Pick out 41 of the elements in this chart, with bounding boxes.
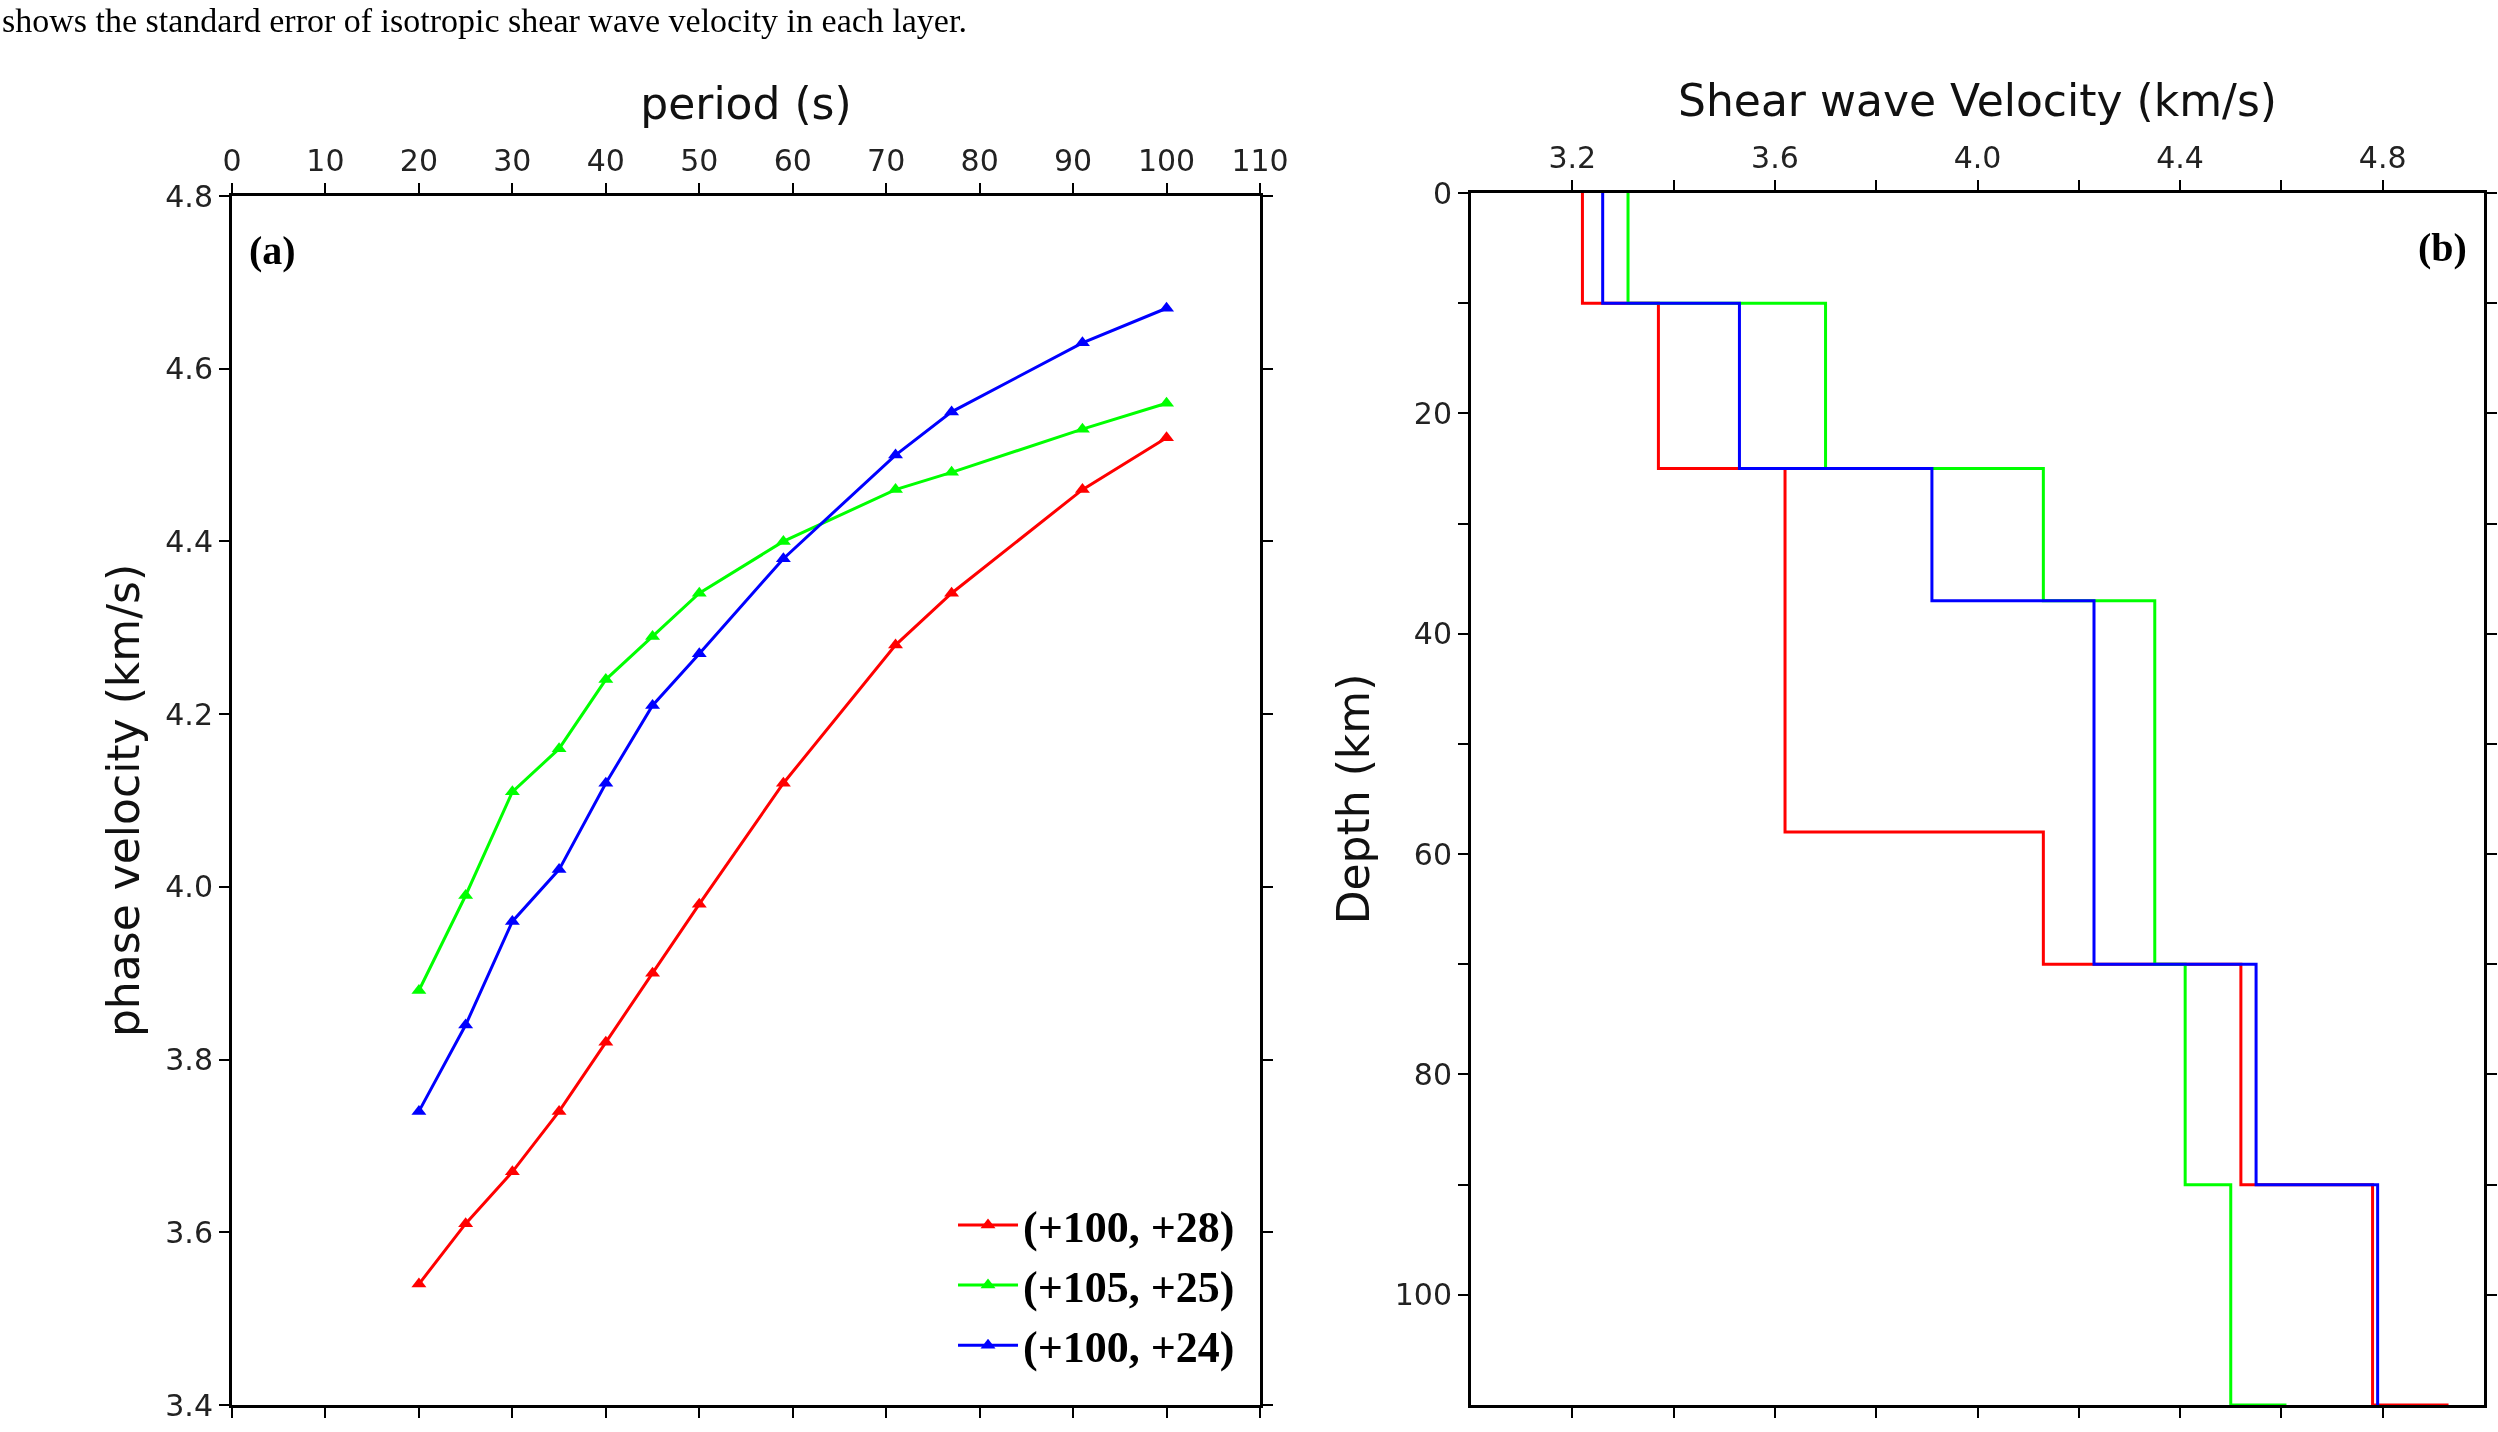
x-tick-label: 60 bbox=[773, 143, 812, 178]
x-tick-label: 90 bbox=[1054, 143, 1093, 178]
x-tick-label: 4.0 bbox=[1953, 140, 2002, 175]
y-tick-label: 3.4 bbox=[165, 1387, 213, 1423]
y-tick-label: 4.4 bbox=[165, 523, 213, 559]
x-axis-title: period (s) bbox=[640, 78, 852, 130]
y-axis-title: phase velocity (km/s) bbox=[98, 563, 150, 1038]
y-tick-label: 4.8 bbox=[165, 178, 213, 214]
x-tick-label: 100 bbox=[1137, 143, 1196, 178]
x-tick-label: 110 bbox=[1231, 143, 1289, 178]
y-tick-label: 60 bbox=[1413, 836, 1452, 872]
y-tick-label: 4.6 bbox=[165, 351, 213, 387]
x-tick-label: 0 bbox=[222, 143, 242, 178]
y-axis-title: Depth (km) bbox=[1327, 673, 1379, 925]
x-tick-label: 70 bbox=[867, 143, 906, 178]
y-tick-label: 20 bbox=[1413, 395, 1452, 431]
y-tick-label: 3.8 bbox=[165, 1042, 213, 1078]
x-tick-label: 3.2 bbox=[1548, 140, 1597, 175]
x-tick-label: 10 bbox=[306, 143, 345, 178]
text: shows the standard error of isotropic shear wave velocity in each layer. bbox=[2, 2, 967, 39]
annotation: (b) bbox=[2418, 225, 2467, 270]
x-tick-label: 30 bbox=[493, 143, 532, 178]
y-tick-label: 4.0 bbox=[165, 869, 213, 905]
x-tick-label: 40 bbox=[586, 143, 625, 178]
x-tick-label: 4.8 bbox=[2358, 140, 2407, 175]
y-tick-label: 3.6 bbox=[165, 1214, 213, 1250]
y-tick-label: 40 bbox=[1413, 616, 1452, 652]
legend-label: (+105, +25) bbox=[1023, 1263, 1235, 1313]
annotation: (a) bbox=[249, 228, 296, 273]
x-tick-label: 20 bbox=[399, 143, 438, 178]
y-tick-label: 0 bbox=[1432, 175, 1452, 211]
legend-label: (+100, +28) bbox=[1023, 1203, 1235, 1253]
x-axis-title: Shear wave Velocity (km/s) bbox=[1678, 75, 2277, 127]
y-tick-label: 4.2 bbox=[165, 696, 213, 732]
x-tick-label: 80 bbox=[960, 143, 999, 178]
x-tick-label: 50 bbox=[680, 143, 719, 178]
y-tick-label: 80 bbox=[1413, 1056, 1452, 1092]
legend-label: (+100, +24) bbox=[1023, 1323, 1235, 1373]
x-tick-label: 4.4 bbox=[2156, 140, 2204, 175]
x-tick-label: 3.6 bbox=[1751, 140, 1799, 175]
y-tick-label: 100 bbox=[1394, 1277, 1452, 1313]
